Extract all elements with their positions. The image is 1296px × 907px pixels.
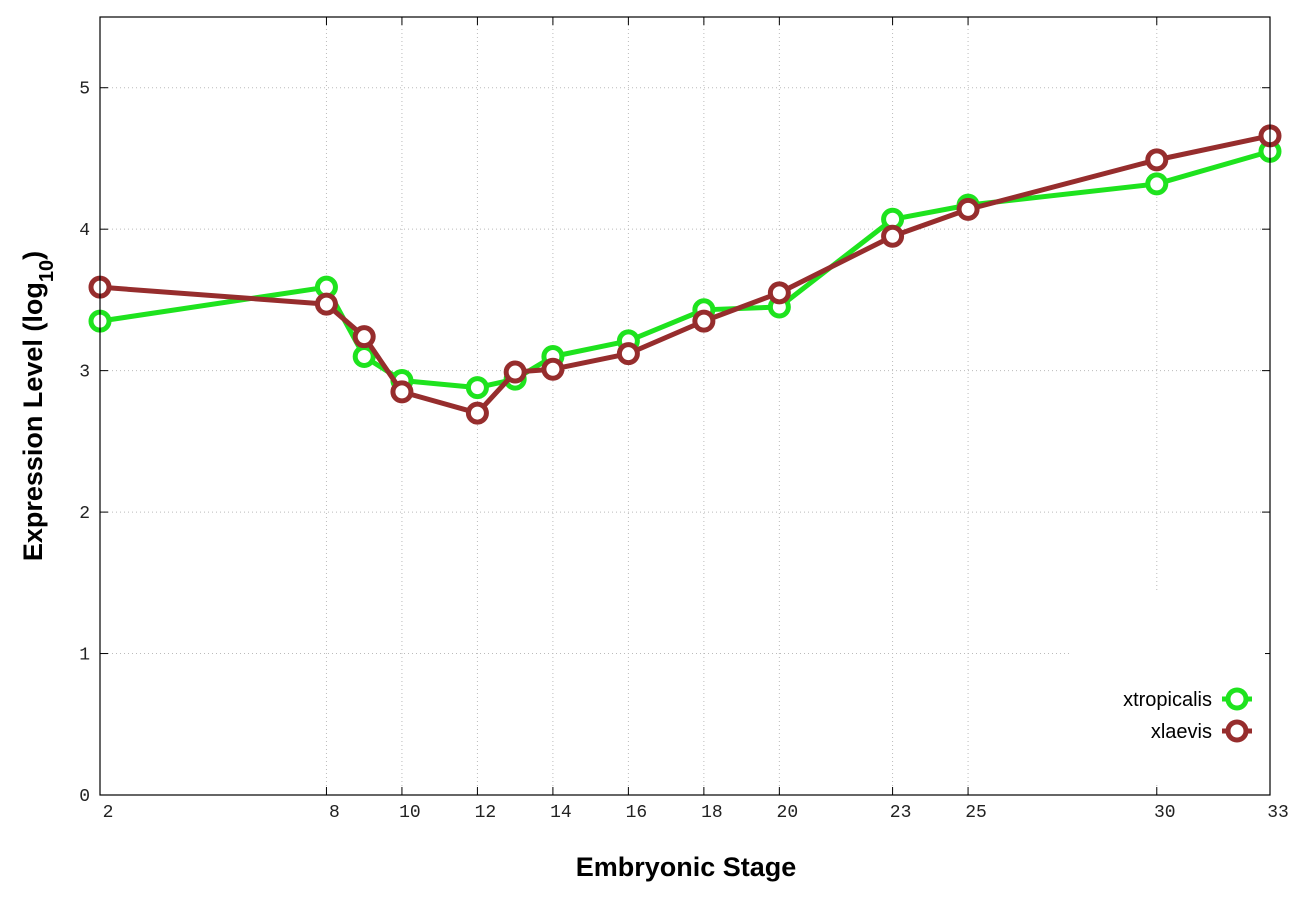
- x-tick-label: 2: [103, 803, 114, 823]
- x-tick-label: 12: [475, 803, 497, 823]
- data-point: [1145, 148, 1169, 172]
- plot-border: [99, 16, 1271, 796]
- x-tick-label: 18: [701, 803, 723, 823]
- data-point: [352, 325, 376, 349]
- data-point: [465, 376, 489, 400]
- data-point: [1145, 172, 1169, 196]
- y-axis-title-text: Expression Level (log: [18, 282, 48, 561]
- data-point: [314, 292, 338, 316]
- x-tick-label: 14: [550, 803, 572, 823]
- y-axis-title-subscript: 10: [36, 260, 58, 282]
- y-axis-title-suffix: ): [18, 251, 48, 260]
- y-tick-label: 0: [79, 787, 90, 807]
- x-tick-label: 33: [1267, 803, 1289, 823]
- legend-background: [1070, 591, 1265, 785]
- data-point: [881, 224, 905, 248]
- data-point: [465, 401, 489, 425]
- legend-marker: [1225, 719, 1249, 743]
- x-tick-label: 25: [965, 803, 987, 823]
- y-tick-label: 4: [79, 221, 90, 241]
- x-tick-label: 30: [1154, 803, 1176, 823]
- legend-marker: [1225, 687, 1249, 711]
- data-point: [616, 342, 640, 366]
- x-tick-label: 20: [777, 803, 799, 823]
- x-tick-label: 16: [626, 803, 648, 823]
- legend-label: xtropicalis: [1123, 689, 1212, 711]
- x-tick-label: 8: [329, 803, 340, 823]
- y-axis-title: Expression Level (log10): [18, 251, 58, 561]
- data-point: [692, 309, 716, 333]
- x-tick-label: 23: [890, 803, 912, 823]
- data-point: [956, 197, 980, 221]
- legend-label: xlaevis: [1151, 721, 1212, 743]
- data-point: [503, 360, 527, 384]
- x-axis-title: Embryonic Stage: [576, 852, 797, 882]
- y-tick-label: 2: [79, 504, 90, 524]
- data-point: [390, 380, 414, 404]
- y-tick-label: 1: [79, 646, 90, 666]
- data-point: [767, 281, 791, 305]
- y-tick-label: 5: [79, 80, 90, 100]
- data-point: [541, 357, 565, 381]
- x-tick-label: 10: [399, 803, 421, 823]
- y-tick-label: 3: [79, 363, 90, 383]
